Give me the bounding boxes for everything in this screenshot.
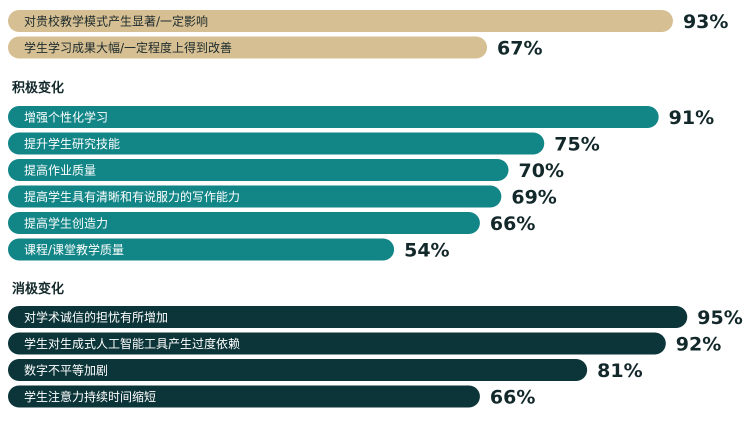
bar-label-positive-4: 提高学生创造力 [24, 216, 108, 231]
section-heading-negative: 消极变化 [12, 281, 64, 297]
data-label-negative-3: 66% [490, 387, 535, 409]
bar-positive-4 [8, 212, 480, 234]
bar-label-negative-1: 学生对生成式人工智能工具产生过度依赖 [24, 336, 240, 351]
bar-general-1 [8, 36, 488, 59]
bar-label-positive-0: 增强个性化学习 [24, 110, 108, 125]
bar-negative-0 [8, 306, 688, 328]
bar-label-negative-3: 学生注意力持续时间缩短 [24, 389, 156, 404]
bar-negative-1 [8, 332, 666, 355]
bar-label-positive-2: 提高作业质量 [24, 163, 96, 178]
bar-positive-0 [8, 106, 659, 128]
bar-positive-2 [8, 159, 509, 181]
bar-negative-2 [8, 359, 588, 381]
data-label-positive-2: 70% [519, 160, 564, 182]
bar-label-positive-5: 课程/课堂教学质量 [24, 242, 124, 257]
data-label-positive-4: 66% [490, 213, 535, 235]
bar-label-negative-2: 数字不平等加剧 [24, 363, 108, 378]
bar-label-positive-1: 提升学生研究技能 [24, 136, 120, 151]
bar-positive-5 [8, 238, 395, 261]
bar-general-0 [8, 10, 673, 32]
bar-label-general-0: 对贵校教学模式产生显著/一定影响 [24, 14, 208, 29]
bar-label-negative-0: 对学术诚信的担忧有所增加 [24, 310, 168, 325]
data-label-general-0: 93% [683, 11, 728, 33]
data-label-negative-0: 95% [697, 307, 742, 329]
data-label-positive-0: 91% [669, 107, 714, 129]
data-label-positive-1: 75% [554, 134, 599, 156]
bar-label-general-1: 学生学习成果大幅/一定程度上得到改善 [24, 40, 232, 55]
data-label-general-1: 67% [497, 38, 542, 60]
bar-positive-1 [8, 132, 545, 155]
data-label-positive-3: 69% [511, 187, 556, 209]
bar-positive-3 [8, 185, 502, 208]
bar-negative-3 [8, 385, 480, 408]
section-heading-positive: 积极变化 [12, 80, 64, 96]
data-label-negative-1: 92% [676, 334, 721, 356]
bar-label-positive-3: 提高学生具有清晰和有说服力的写作能力 [24, 189, 240, 204]
data-label-negative-2: 81% [597, 360, 642, 382]
data-label-positive-5: 54% [404, 240, 449, 262]
